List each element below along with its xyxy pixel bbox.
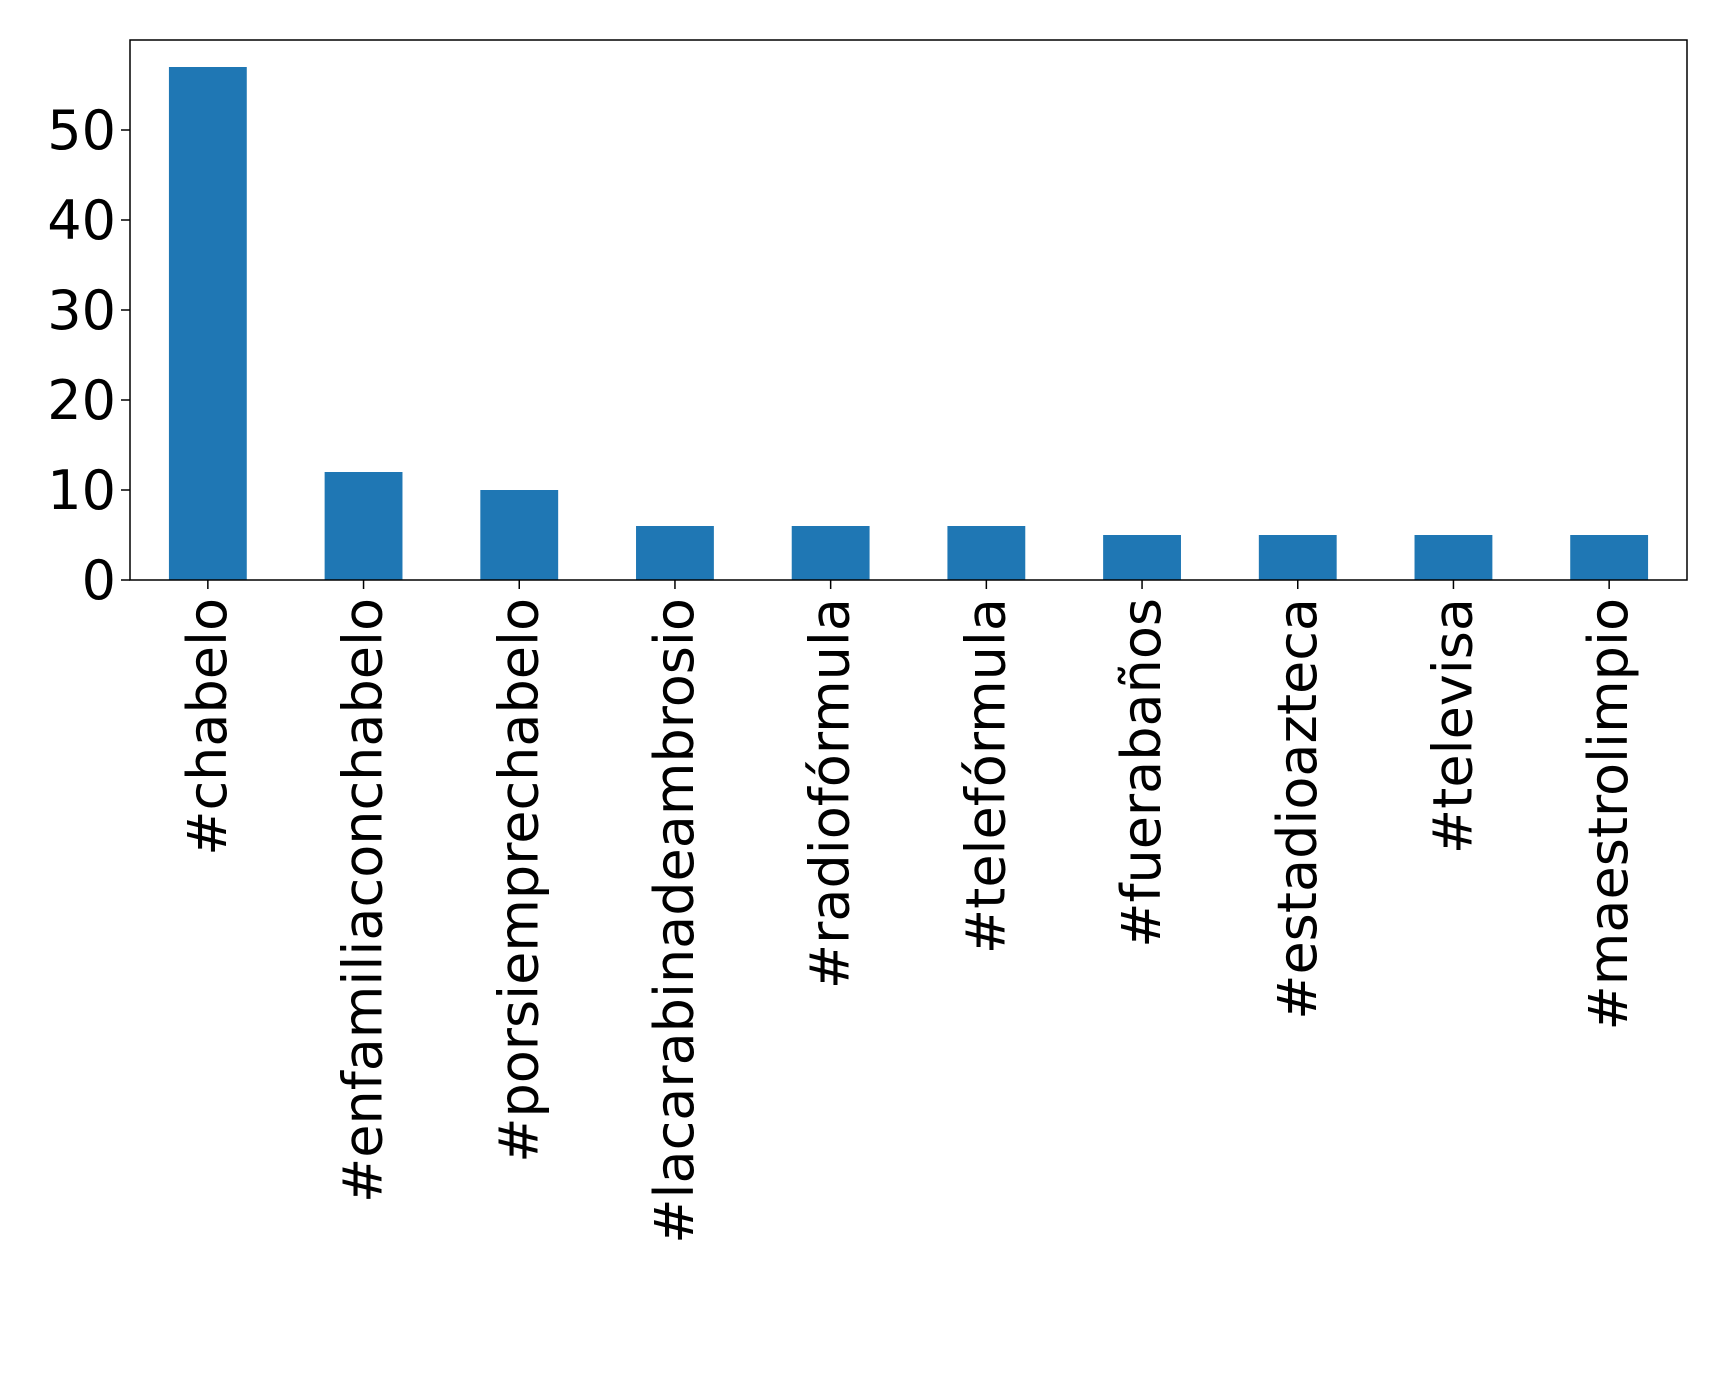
x-tick-label: #porsiemprechabelo [487,598,550,1163]
y-tick-label: 50 [47,99,116,162]
bar [168,67,247,580]
bar [636,526,714,580]
x-tick-label: #estadioazteca [1266,598,1329,1020]
bar [1103,535,1181,580]
x-axis: #chabelo #enfamiliaconchabelo #porsiemprec… [176,580,1640,1244]
y-tick-label: 30 [47,279,116,342]
bar [1414,535,1493,580]
x-tick-label: #fuerabaños [1110,598,1173,948]
bar [1258,535,1337,580]
x-tick-label: #televisa [1421,598,1484,854]
plot-frame [129,39,1688,581]
x-tick-label: #chabelo [176,598,239,856]
y-axis: 0 10 20 30 40 50 [47,99,130,612]
y-tick-label: 40 [47,189,116,252]
y-tick-label: 0 [82,549,116,612]
x-tick-label: #enfamiliaconchabelo [332,598,395,1203]
y-tick-label: 10 [47,459,116,522]
bar [947,526,1026,580]
y-tick-label: 20 [47,369,116,432]
bars-layer [168,67,1649,580]
bar [1570,535,1649,580]
bar [480,490,559,580]
bar [791,526,870,580]
x-tick-label: #lacarabinadeambrosio [643,598,706,1244]
x-tick-label: #maestrolimpio [1577,598,1640,1030]
x-tick-label: #radiofórmula [799,598,862,989]
x-tick-label: #telefórmula [954,598,1017,954]
bar [324,472,403,580]
